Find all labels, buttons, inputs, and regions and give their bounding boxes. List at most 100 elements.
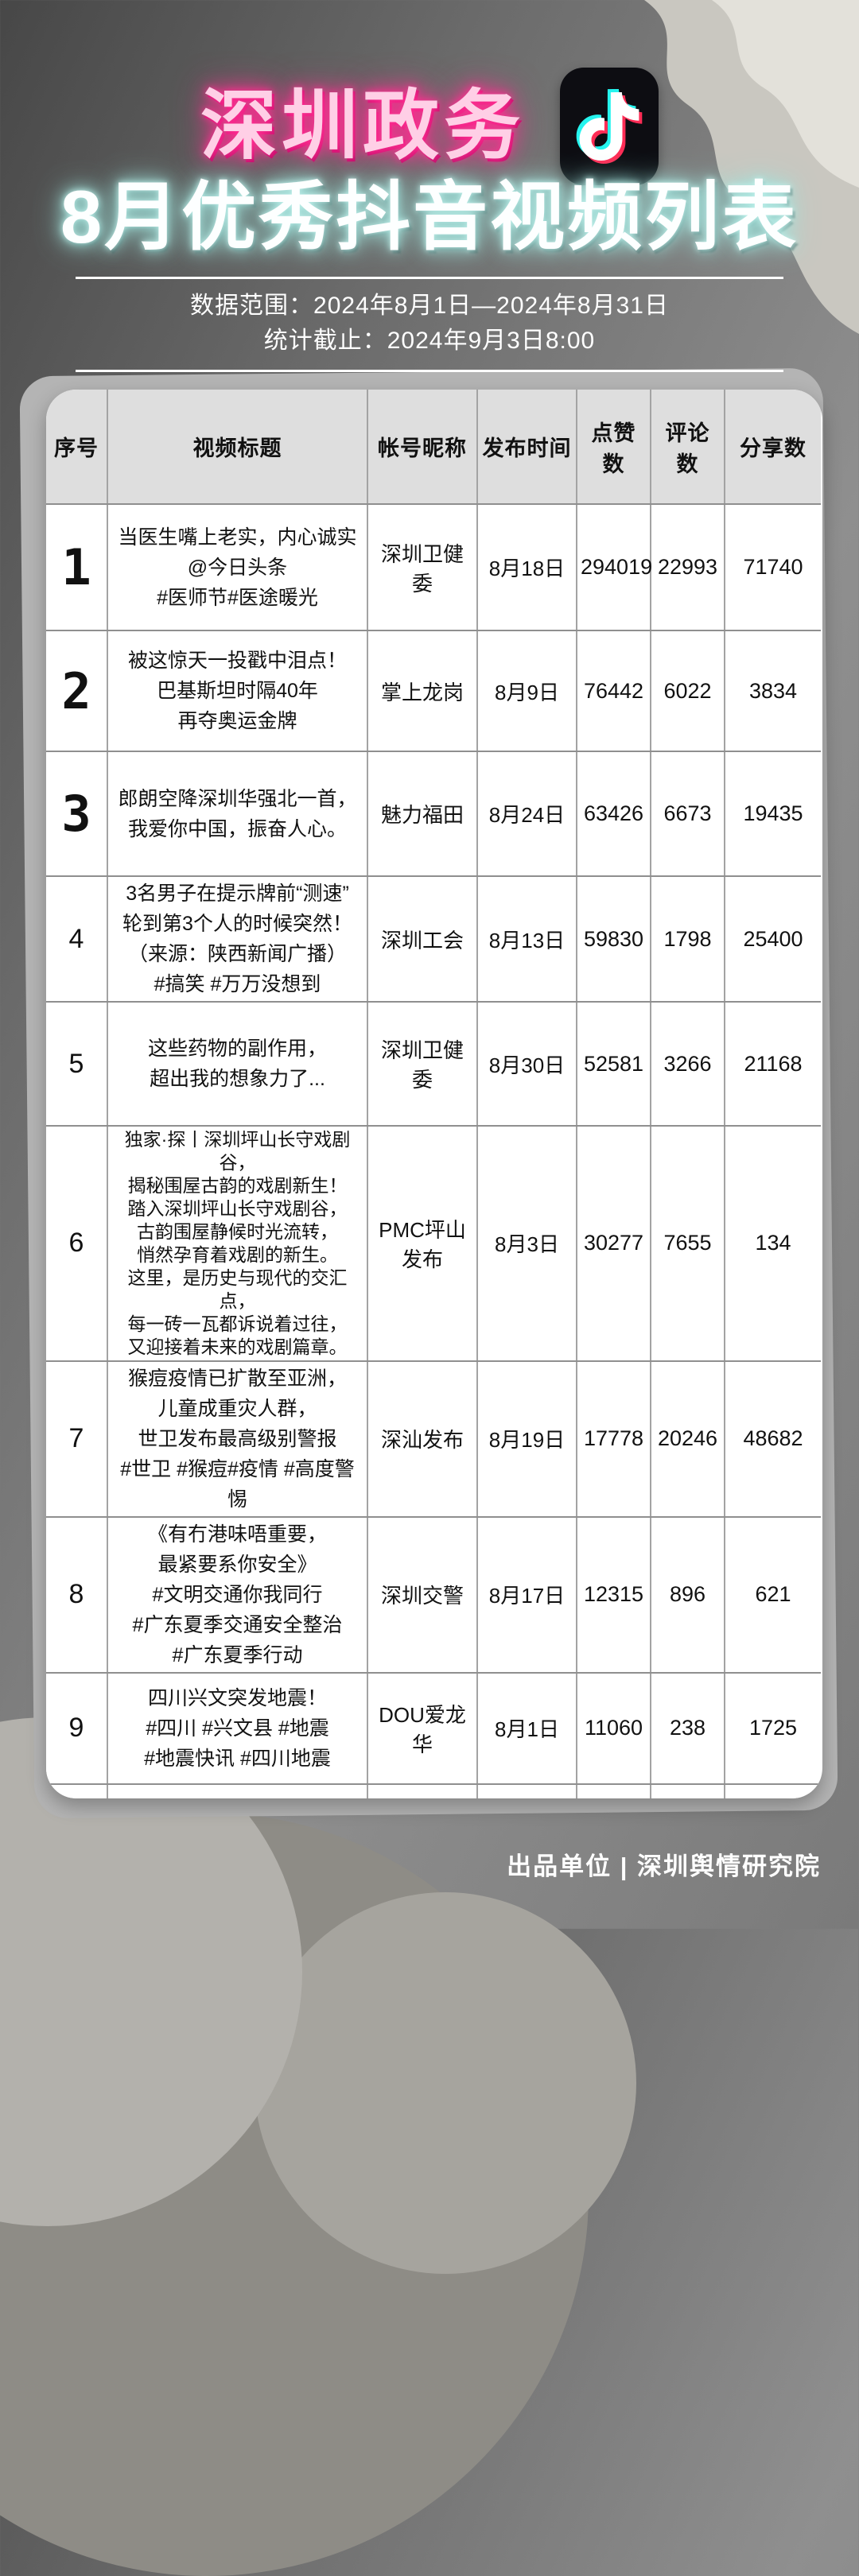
col-header-account: 帐号昵称 [367, 390, 478, 505]
shares-cell: 1725 [725, 1672, 821, 1785]
account-cell: DOU爱龙华 [367, 1672, 478, 1785]
table-row: 1 当医生嘴上老实，内心诚实 @今日头条 #医师节#医途暖光 深圳卫健委 8月1… [46, 504, 821, 631]
comments-cell: 1798 [651, 876, 725, 1003]
video-table-card: 序号 视频标题 帐号昵称 发布时间 点赞数 评论数 分享数 1 当医生嘴上老实，… [46, 390, 822, 1798]
video-title-cell: 独家·探丨深圳坪山长守戏剧谷， 揭秘围屋古韵的戏剧新生！ 踏入深圳坪山长守戏剧谷… [107, 1126, 368, 1362]
table-row: 10 未来三天，散装暴雨变集装 （8月19日发布） 深圳天气 8月19日 616… [46, 1783, 821, 1798]
rank-cell: 7 [46, 1360, 108, 1518]
rank-cell: 10 [46, 1783, 108, 1798]
video-title-cell: 当医生嘴上老实，内心诚实 @今日头条 #医师节#医途暖光 [107, 504, 368, 631]
col-header-comments: 评论数 [651, 390, 725, 505]
video-title-cell: 猴痘疫情已扩散至亚洲， 儿童成重灾人群， 世卫发布最高级别警报 #世卫 #猴痘#… [107, 1360, 368, 1518]
shares-cell: 18701 [725, 1783, 821, 1798]
table-header-row: 序号 视频标题 帐号昵称 发布时间 点赞数 评论数 分享数 [46, 390, 821, 505]
account-cell: 深圳工会 [367, 876, 478, 1003]
col-header-date: 发布时间 [477, 390, 577, 505]
corner-wave-decoration [644, 0, 859, 334]
comments-cell: 6673 [651, 751, 725, 877]
video-title-cell: 3名男子在提示牌前“测速” 轮到第3个人的时候突然！ （来源：陕西新闻广播） #… [107, 876, 368, 1003]
video-title-cell: 郎朗空降深圳华强北一首， 我爱你中国，振奋人心。 [107, 751, 368, 877]
account-cell: 深圳天气 [367, 1783, 478, 1798]
stats-deadline-text: 统计截止：2024年9月3日8:00 [263, 328, 596, 354]
header: 深圳政务 [0, 64, 859, 189]
data-range-text: 数据范围：2024年8月1日—2024年8月31日 [190, 293, 669, 319]
rank-cell: 5 [46, 1002, 108, 1127]
account-cell: 深圳卫健委 [367, 504, 478, 631]
likes-cell: 59830 [577, 876, 651, 1003]
likes-cell: 294019 [577, 504, 652, 631]
video-title-cell: 《有冇港味唔重要， 最紧要系你安全》 #文明交通你我同行 #广东夏季交通安全整治… [107, 1516, 368, 1674]
rank-cell: 1 [46, 504, 108, 631]
rank-cell: 8 [46, 1516, 108, 1674]
date-cell: 8月30日 [477, 1002, 577, 1127]
credit-text: 出品单位 | 深圳舆情研究院 [507, 1852, 821, 1880]
shares-cell: 3834 [725, 630, 821, 752]
likes-cell: 17778 [577, 1360, 651, 1518]
date-cell: 8月13日 [477, 876, 577, 1003]
douyin-note-icon [576, 89, 643, 164]
video-title-cell: 被这惊天一投戳中泪点！ 巴基斯坦时隔40年 再夺奥运金牌 [107, 630, 368, 752]
likes-cell: 6162 [577, 1783, 651, 1798]
video-title-cell: 四川兴文突发地震！ #四川 #兴文县 #地震 #地震快讯 #四川地震 [107, 1672, 368, 1785]
comments-cell: 22993 [651, 504, 725, 631]
table-row: 3 郎朗空降深圳华强北一首， 我爱你中国，振奋人心。 魅力福田 8月24日 63… [46, 751, 821, 877]
comments-cell: 20246 [651, 1360, 725, 1518]
shares-cell: 19435 [725, 751, 821, 877]
bottom-left-blob-small [255, 1892, 636, 2274]
table-row: 9 四川兴文突发地震！ #四川 #兴文县 #地震 #地震快讯 #四川地震 DOU… [46, 1672, 821, 1785]
col-header-likes: 点赞数 [577, 390, 651, 505]
likes-cell: 76442 [577, 630, 651, 752]
rank-cell: 2 [46, 630, 108, 752]
date-cell: 8月17日 [477, 1516, 577, 1674]
likes-cell: 30277 [577, 1126, 651, 1362]
date-cell: 8月18日 [477, 504, 577, 631]
date-cell: 8月3日 [477, 1126, 577, 1362]
video-rank-table: 序号 视频标题 帐号昵称 发布时间 点赞数 评论数 分享数 1 当医生嘴上老实，… [46, 390, 821, 1798]
account-cell: 深汕发布 [367, 1360, 478, 1518]
table-row: 4 3名男子在提示牌前“测速” 轮到第3个人的时候突然！ （来源：陕西新闻广播）… [46, 876, 821, 1003]
account-cell: PMC坪山发布 [367, 1126, 478, 1362]
shares-cell: 71740 [725, 504, 821, 631]
likes-cell: 11060 [577, 1672, 651, 1785]
table-row: 8 《有冇港味唔重要， 最紧要系你安全》 #文明交通你我同行 #广东夏季交通安全… [46, 1516, 821, 1674]
comments-cell: 896 [651, 1516, 725, 1674]
col-header-rank: 序号 [46, 390, 108, 505]
comments-cell: 6022 [651, 630, 725, 752]
table-row: 7 猴痘疫情已扩散至亚洲， 儿童成重灾人群， 世卫发布最高级别警报 #世卫 #猴… [46, 1360, 821, 1518]
page-title-line2: 8月优秀抖音视频列表 [60, 175, 799, 258]
rank-cell: 4 [46, 876, 108, 1003]
account-cell: 深圳卫健委 [367, 1002, 478, 1127]
col-header-shares: 分享数 [725, 390, 821, 505]
account-cell: 掌上龙岗 [367, 630, 478, 752]
video-title-cell: 这些药物的副作用， 超出我的想象力了... [107, 1002, 368, 1127]
rank-cell: 3 [46, 751, 108, 877]
video-title-cell: 未来三天，散装暴雨变集装 （8月19日发布） [107, 1783, 368, 1798]
date-cell: 8月19日 [477, 1360, 577, 1518]
col-header-title: 视频标题 [107, 390, 368, 505]
date-cell: 8月1日 [477, 1672, 577, 1785]
comments-cell: 1263 [651, 1783, 725, 1798]
douyin-app-icon [560, 68, 659, 185]
shares-cell: 48682 [725, 1360, 821, 1518]
comments-cell: 238 [651, 1672, 725, 1785]
page-title-line1: 深圳政务 [200, 83, 525, 169]
likes-cell: 52581 [577, 1002, 651, 1127]
table-row: 2 被这惊天一投戳中泪点！ 巴基斯坦时隔40年 再夺奥运金牌 掌上龙岗 8月9日… [46, 630, 821, 752]
comments-cell: 3266 [651, 1002, 725, 1127]
shares-cell: 25400 [725, 876, 821, 1003]
comments-cell: 7655 [651, 1126, 725, 1362]
table-row: 5 这些药物的副作用， 超出我的想象力了... 深圳卫健委 8月30日 5258… [46, 1002, 821, 1127]
table-row: 6 独家·探丨深圳坪山长守戏剧谷， 揭秘围屋古韵的戏剧新生！ 踏入深圳坪山长守戏… [46, 1126, 821, 1362]
account-cell: 深圳交警 [367, 1516, 478, 1674]
meta-panel: 数据范围：2024年8月1日—2024年8月31日 统计截止：2024年9月3日… [76, 277, 783, 372]
account-cell: 魅力福田 [367, 751, 478, 877]
date-cell: 8月9日 [477, 630, 577, 752]
rank-cell: 9 [46, 1672, 108, 1785]
shares-cell: 134 [725, 1126, 821, 1362]
shares-cell: 621 [725, 1516, 821, 1674]
shares-cell: 21168 [725, 1002, 821, 1127]
likes-cell: 63426 [577, 751, 651, 877]
date-cell: 8月19日 [477, 1783, 577, 1798]
date-cell: 8月24日 [477, 751, 577, 877]
likes-cell: 12315 [577, 1516, 651, 1674]
